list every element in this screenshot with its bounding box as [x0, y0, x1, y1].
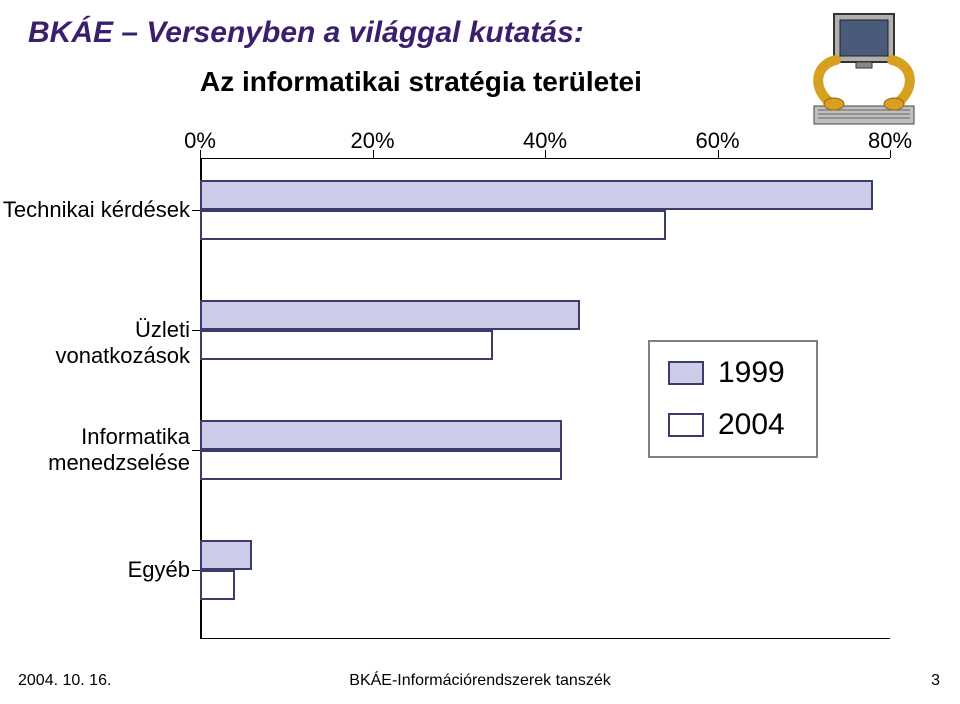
category-tick [192, 210, 200, 211]
legend-label: 2004 [718, 408, 785, 442]
bar [200, 570, 235, 600]
plot-bottom-border [200, 638, 890, 639]
legend-item: 2004 [668, 408, 798, 442]
legend-label: 1999 [718, 356, 785, 390]
slide-page: BKÁE – Versenyben a világgal kutatás: Az… [0, 0, 960, 704]
category-tick [192, 330, 200, 331]
category-label: Technikai kérdések [0, 197, 190, 223]
computer-hands-icon [804, 10, 924, 130]
category-tick [192, 570, 200, 571]
footer-page-number: 3 [931, 672, 940, 690]
x-tick-mark [373, 150, 374, 158]
category-label: Üzleti vonatkozások [0, 317, 190, 369]
bar [200, 180, 873, 210]
x-tick-mark [545, 150, 546, 158]
category-label: Egyéb [0, 557, 190, 583]
bar [200, 450, 562, 480]
x-tick-mark [890, 150, 891, 158]
x-tick-mark [200, 150, 201, 158]
bar [200, 540, 252, 570]
legend-swatch [668, 361, 704, 385]
legend-swatch [668, 413, 704, 437]
category-label: Informatikamenedzselése [0, 424, 190, 476]
bar [200, 420, 562, 450]
category-tick [192, 450, 200, 451]
bar [200, 300, 580, 330]
page-subtitle: Az informatikai stratégia területei [200, 66, 642, 98]
x-tick-mark [718, 150, 719, 158]
bar [200, 210, 666, 240]
bar [200, 330, 493, 360]
legend: 1999 2004 [648, 340, 818, 458]
footer-dept: BKÁE-Információrendszerek tanszék [0, 672, 960, 690]
page-title: BKÁE – Versenyben a világgal kutatás: [28, 16, 584, 50]
legend-item: 1999 [668, 356, 798, 390]
